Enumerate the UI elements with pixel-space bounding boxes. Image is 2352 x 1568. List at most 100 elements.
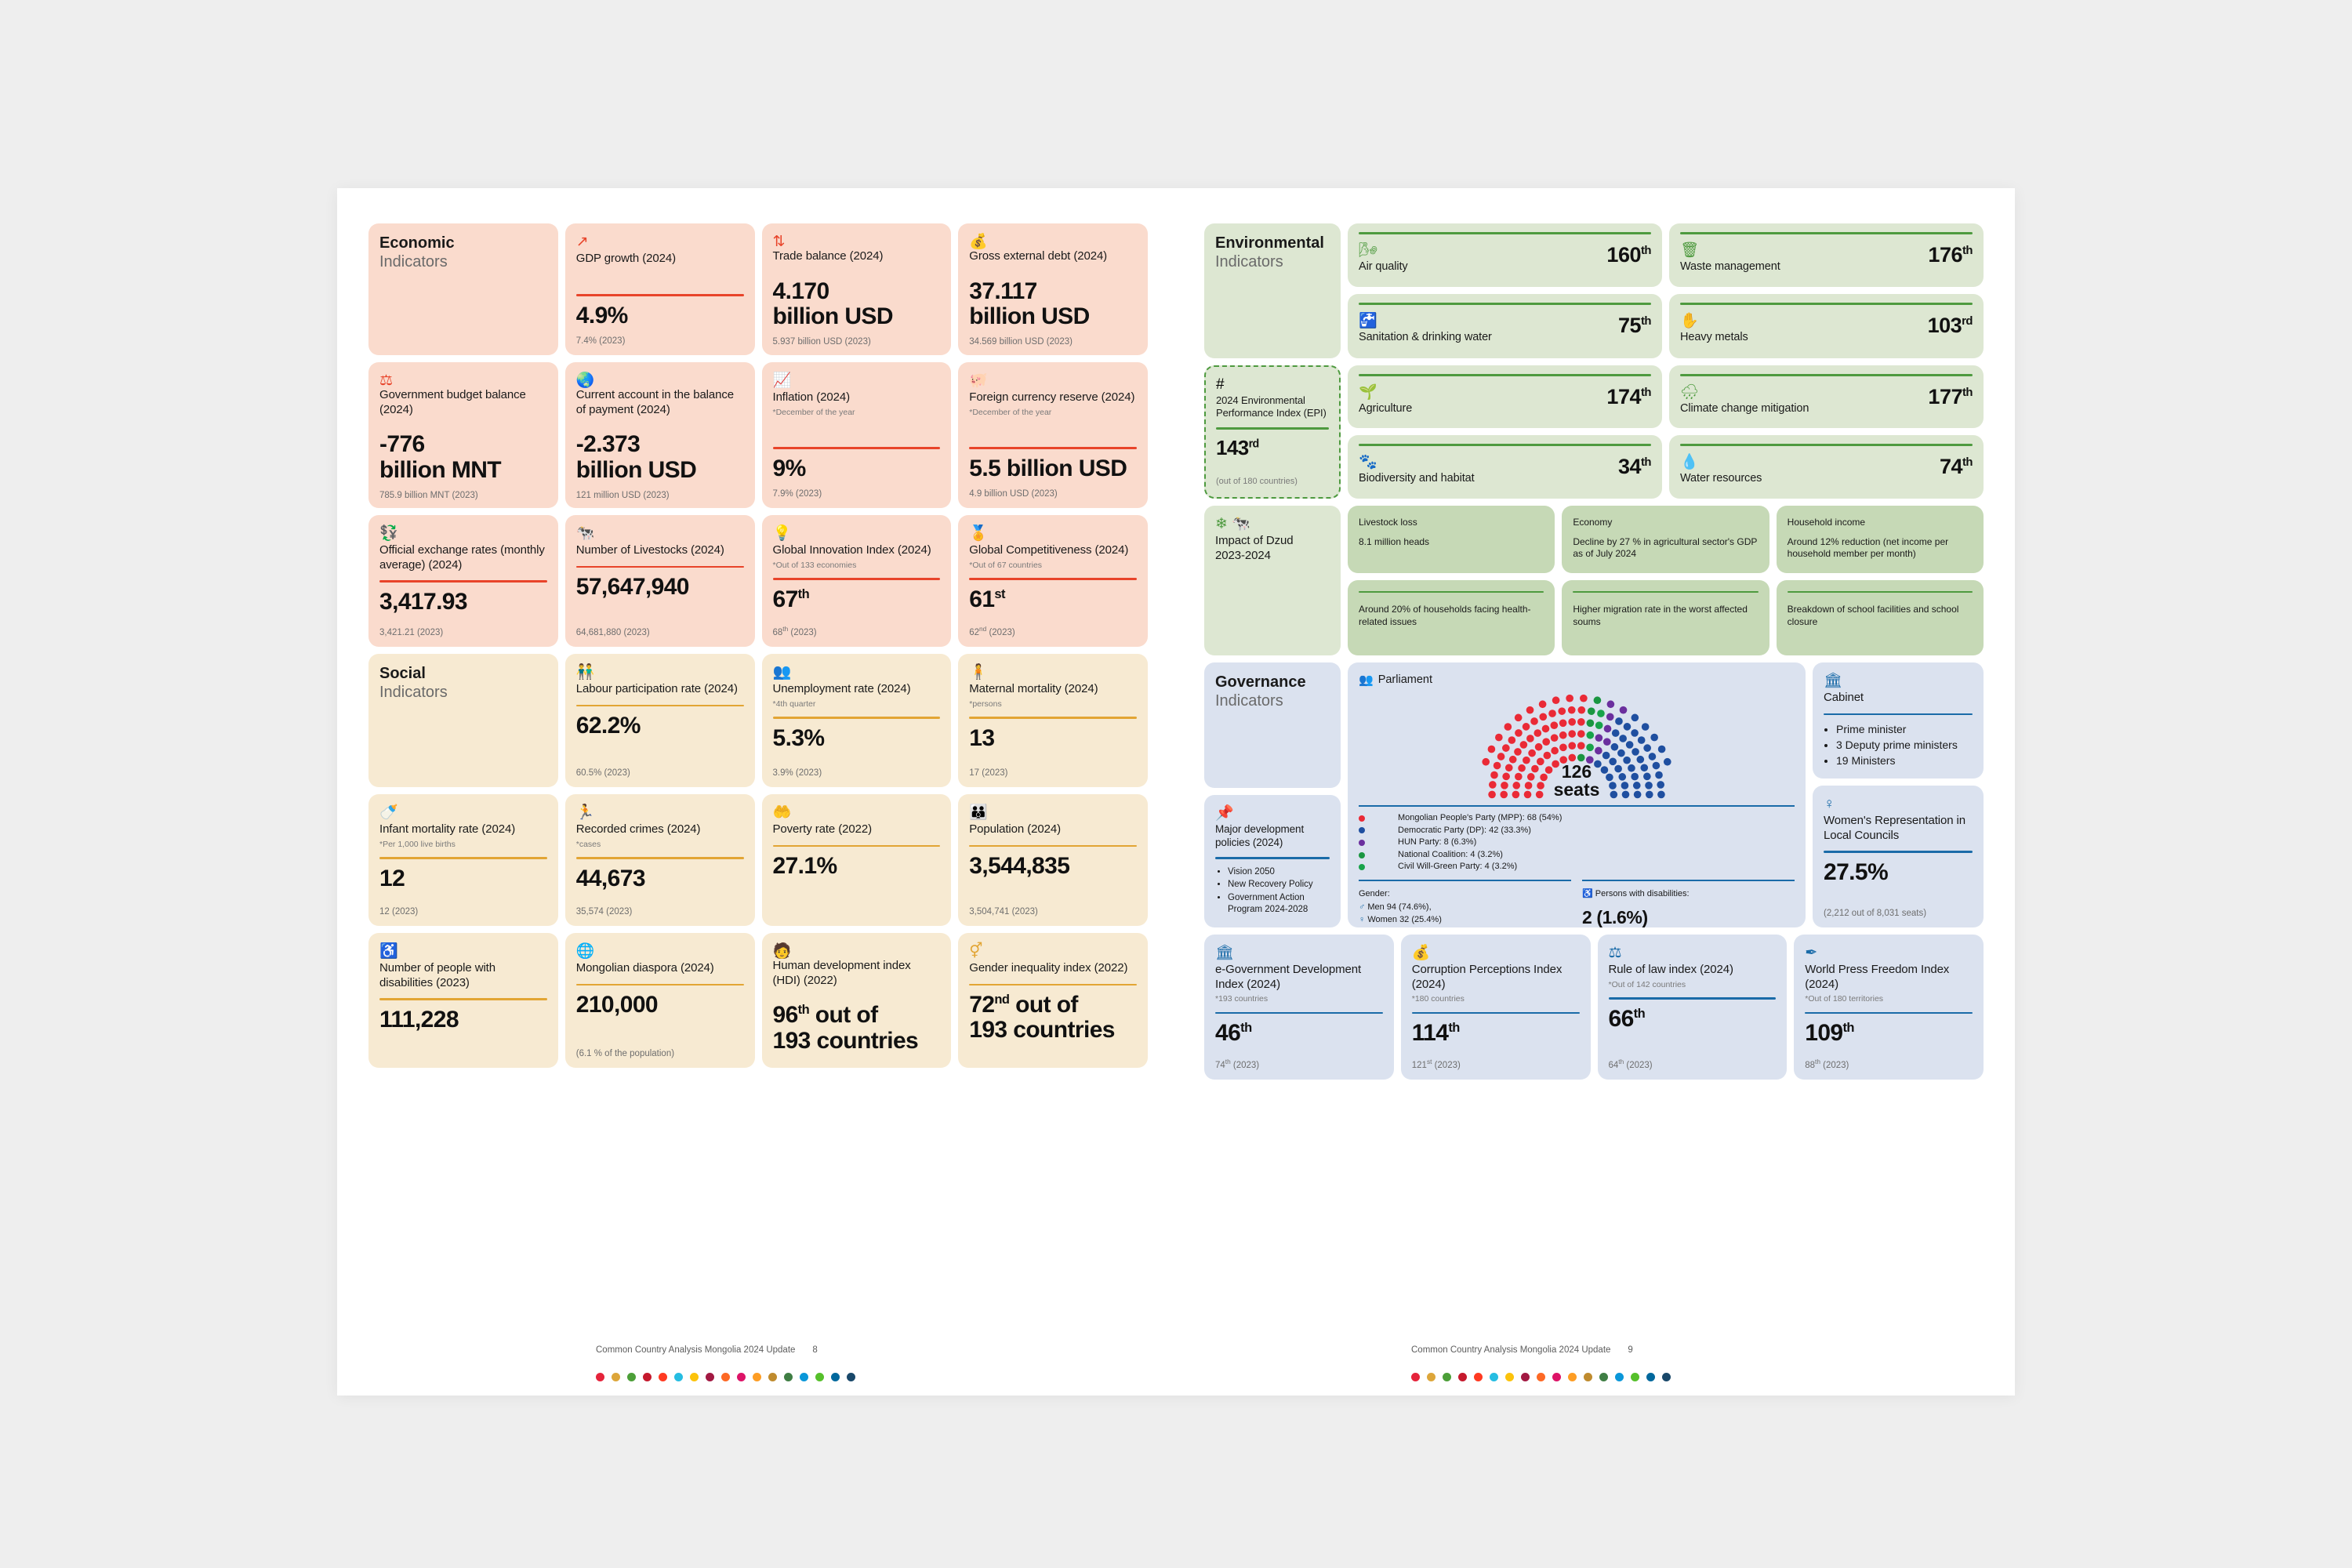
- parliament-seat: [1500, 790, 1508, 799]
- social-row-2: 🍼 Infant mortality rate (2024) *Per 1,00…: [368, 794, 1148, 926]
- card-previous: 3.9% (2023): [772, 768, 822, 778]
- card-value: 3,544,835: [969, 853, 1070, 880]
- card-note: *December of the year: [772, 407, 855, 417]
- card-egov-development-index[interactable]: 🏛 e-Government Development Index (2024) …: [1204, 935, 1394, 1080]
- parliament-seat: [1603, 724, 1612, 733]
- card-number-of-livestocks[interactable]: 🐄 Number of Livestocks (2024) 57,647,940…: [564, 515, 755, 647]
- sdg-color-dots-right: [1411, 1373, 1671, 1381]
- card-labour-participation-rate[interactable]: 👬 Labour participation rate (2024) 62.2%…: [564, 654, 755, 787]
- card-infant-mortality-rate[interactable]: 🍼 Infant mortality rate (2024) *Per 1,00…: [368, 794, 558, 926]
- card-label: Human development index (HDI) (2022): [772, 959, 911, 987]
- card-value: 210,000: [575, 992, 659, 1018]
- card-womens-representation[interactable]: ♀ Women's Representation in Local Counci…: [1813, 786, 1984, 927]
- parliament-seat: [1585, 756, 1594, 764]
- card-label: Number of Livestocks (2024): [575, 543, 724, 557]
- trade-balance-icon: ⇅: [772, 234, 786, 250]
- card-label: Biodiversity and habitat: [1359, 472, 1475, 485]
- card-value: 13: [969, 724, 995, 751]
- card-gdp-growth[interactable]: ↗ GDP growth (2024) 4.9% 7.4% (2023): [564, 223, 755, 355]
- card-previous: [969, 1051, 1137, 1058]
- card-gross-external-debt[interactable]: 💰 Gross external debt (2024) 37.117 billi…: [958, 223, 1148, 355]
- card-corruption-perceptions-index[interactable]: 💰 Corruption Perceptions Index (2024) *1…: [1400, 935, 1591, 1080]
- card-poverty-rate[interactable]: 🤲 Poverty rate (2022) 27.1%: [761, 794, 952, 926]
- card-value: 4.9%: [575, 302, 629, 328]
- card-foreign-currency-reserve[interactable]: 🐖 Foreign currency reserve (2024) *Decem…: [958, 362, 1148, 508]
- card-environmental-performance-index[interactable]: # 2024 Environmental Performance Index (…: [1204, 365, 1341, 499]
- parliament-seat: [1568, 742, 1577, 750]
- accent-rule: [1824, 713, 1973, 716]
- card-government-budget-balance[interactable]: ⚖ Government budget balance (2024) -776 b…: [368, 362, 558, 508]
- card-heavy-metals[interactable]: ✋ Heavy metals 103rd: [1669, 294, 1984, 358]
- dzud-content: Livestock loss 8.1 million heads Economy…: [1348, 506, 1984, 655]
- item-body: 8.1 million heads: [1359, 535, 1430, 547]
- card-previous: 3,421.21 (2023): [379, 628, 444, 637]
- card-current-account[interactable]: 🌏 Current account in the balance of paym…: [564, 362, 755, 508]
- sdg-dot: [690, 1373, 699, 1381]
- accent-rule: [575, 565, 744, 568]
- card-people-with-disabilities[interactable]: ♿ Number of people with disabilities (20…: [368, 933, 558, 1068]
- card-inflation[interactable]: 📈 Inflation (2024) *December of the year…: [761, 362, 952, 508]
- card-value: 109th: [1805, 1020, 1854, 1047]
- section-subtitle: Indicators: [1215, 691, 1283, 710]
- card-trade-balance[interactable]: ⇅ Trade balance (2024) 4.170 billion USD …: [761, 223, 952, 355]
- card-previous: [773, 909, 941, 916]
- parliament-seat: [1577, 706, 1586, 714]
- card-mongolian-diaspora[interactable]: 🌐 Mongolian diaspora (2024) 210,000 (6.1…: [564, 933, 755, 1068]
- page-number: 9: [1628, 1345, 1633, 1355]
- card-value: 143rd: [1216, 435, 1259, 459]
- parliament-seat: [1497, 753, 1505, 760]
- card-cabinet[interactable]: 🏛 Cabinet Prime minister 3 Deputy prime …: [1813, 662, 1984, 779]
- footer-title: Common Country Analysis Mongolia 2024 Up…: [596, 1345, 796, 1355]
- parliament-seat: [1504, 723, 1512, 731]
- card-human-development-index[interactable]: 🧑 Human development index (HDI) (2022) 9…: [761, 933, 952, 1068]
- card-gender-inequality-index[interactable]: ⚥ Gender inequality index (2022) 72nd ou…: [958, 933, 1148, 1068]
- card-world-press-freedom-index[interactable]: ✒ World Press Freedom Index (2024) *Out …: [1794, 935, 1984, 1080]
- parliament-seat: [1606, 700, 1615, 709]
- card-climate-change-mitigation[interactable]: 🌧 Climate change mitigation 177th: [1669, 365, 1984, 428]
- parliament-seat: [1518, 764, 1526, 772]
- card-note: *Out of 67 countries: [969, 560, 1043, 570]
- card-sanitation-drinking-water[interactable]: 🚰 Sanitation & drinking water 75th: [1348, 294, 1662, 358]
- accent-rule: [575, 983, 744, 986]
- sdg-dot: [753, 1373, 761, 1381]
- card-recorded-crimes[interactable]: 🏃 Recorded crimes (2024) *cases 44,673 3…: [564, 794, 755, 926]
- press-pen-icon: ✒: [1805, 945, 1818, 961]
- parliament-seat: [1542, 738, 1551, 746]
- parliament-seat: [1655, 771, 1663, 779]
- card-note: *4th quarter: [772, 699, 816, 709]
- card-note: *180 countries: [1411, 994, 1465, 1004]
- water-resources-icon: 💧: [1680, 454, 1699, 470]
- gender-block: Gender: ♂ Men 94 (74.6%), ♀ Women 32 (25…: [1359, 880, 1571, 927]
- card-unemployment-rate[interactable]: 👥 Unemployment rate (2024) *4th quarter …: [761, 654, 952, 787]
- card-global-innovation-index[interactable]: 💡 Global Innovation Index (2024) *Out of…: [761, 515, 952, 647]
- card-biodiversity-habitat[interactable]: 🐾 Biodiversity and habitat 34th: [1348, 435, 1662, 499]
- card-agriculture[interactable]: 🌱 Agriculture 174th: [1348, 365, 1662, 428]
- card-value: 44,673: [575, 865, 646, 891]
- card-global-competitiveness[interactable]: 🏅 Global Competitiveness (2024) *Out of …: [958, 515, 1148, 647]
- list-item: 19 Ministers: [1836, 753, 1973, 768]
- parliament-seat: [1602, 738, 1611, 746]
- disability-icon: ♿: [379, 943, 398, 960]
- card-value: -776 billion MNT: [379, 431, 502, 483]
- card-waste-management[interactable]: 🗑 Waste management 176th: [1669, 223, 1984, 287]
- card-population[interactable]: 👪 Population (2024) 3,544,835 3,504,741 …: [958, 794, 1148, 926]
- card-value: 5.3%: [772, 724, 826, 751]
- parliament-legend: Mongolian People's Party (MPP): 68 (54%)…: [1359, 805, 1795, 873]
- card-note: *cases: [575, 839, 601, 849]
- governance-right-column: 🏛 Cabinet Prime minister 3 Deputy prime …: [1813, 662, 1984, 927]
- env-rank-row-3: 🌱 Agriculture 174th 🌧 Climate change mit…: [1348, 365, 1984, 428]
- parliament-seat: [1628, 764, 1635, 772]
- section-title: Environmental: [1215, 234, 1324, 252]
- legend-item: National Coalition: 4 (3.2%): [1359, 849, 1795, 862]
- card-major-development-policies[interactable]: 📌 Major development policies (2024) Visi…: [1204, 795, 1341, 927]
- card-water-resources[interactable]: 💧 Water resources 74th: [1669, 435, 1984, 499]
- card-maternal-mortality[interactable]: 🧍 Maternal mortality (2024) *persons 13 …: [958, 654, 1148, 787]
- card-official-exchange-rates[interactable]: 💱 Official exchange rates (monthly avera…: [368, 515, 558, 647]
- person-icon: 🧍: [969, 664, 988, 681]
- card-value: 37.117 billion USD: [969, 278, 1090, 329]
- male-symbol-icon: ♂: [1359, 902, 1366, 912]
- card-air-quality[interactable]: 🌬 Air quality 160th: [1348, 223, 1662, 287]
- sdg-dot: [627, 1373, 636, 1381]
- parliament-seat: [1543, 751, 1552, 760]
- card-rule-of-law-index[interactable]: ⚖ Rule of law index (2024) *Out of 142 c…: [1597, 935, 1788, 1080]
